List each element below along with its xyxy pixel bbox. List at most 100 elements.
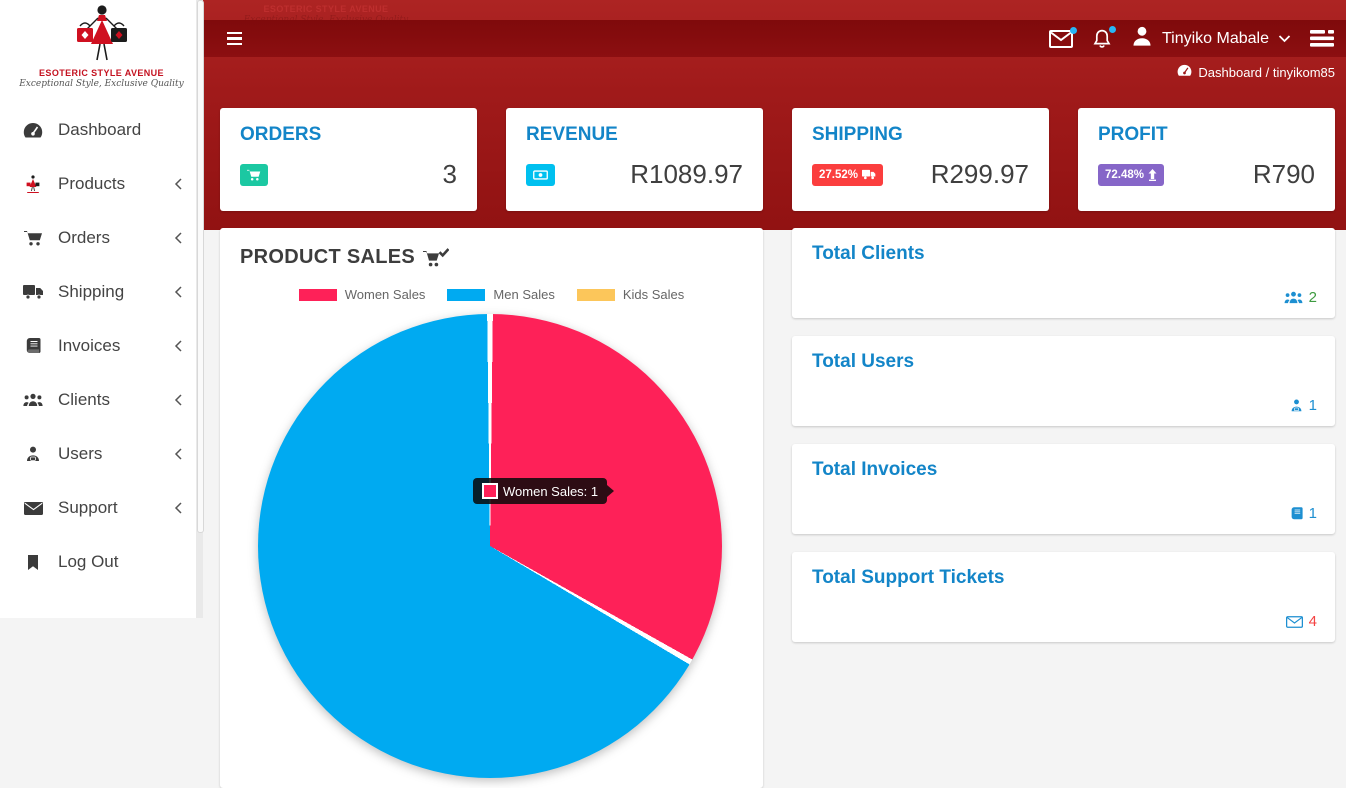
total-support-tickets-card: Total Support Tickets 4: [792, 552, 1335, 642]
total-users-card: Total Users 1: [792, 336, 1335, 426]
sidebar-item-label: Products: [58, 174, 126, 193]
legend-item-women[interactable]: Women Sales: [298, 287, 426, 302]
banknote-icon: [533, 169, 548, 180]
chevron-left-icon: [174, 339, 183, 353]
stat-value: 3: [442, 159, 457, 189]
legend-label: Kids Sales: [622, 287, 685, 302]
book-icon: [1291, 506, 1303, 521]
stat-value: R299.97: [930, 159, 1029, 189]
orders-badge: [240, 163, 268, 186]
sidebar: ESOTERIC STYLE AVENUE Exceptional Style,…: [0, 0, 204, 618]
sidebar-item-label: Invoices: [58, 336, 121, 355]
tooltip-text: Women Sales: 1: [503, 483, 599, 499]
user-icon: [20, 446, 46, 462]
sidebar-nav: Dashboard Products Orders Shi: [0, 103, 203, 589]
sidebar-item-orders[interactable]: Orders: [0, 211, 203, 265]
breadcrumb-text: Dashboard / tinyikom85: [1198, 65, 1335, 80]
legend-label: Men Sales: [493, 287, 555, 302]
total-invoices-card: Total Invoices 1: [792, 444, 1335, 534]
stat-title: ORDERS: [240, 124, 322, 145]
stat-card-profit: PROFIT 72.48% R790: [1078, 108, 1335, 211]
total-value: 4: [1308, 613, 1317, 630]
total-value: 1: [1308, 505, 1317, 522]
stat-title: PROFIT: [1098, 124, 1168, 145]
total-value: 2: [1308, 289, 1317, 306]
dashboard-icon: [20, 122, 46, 139]
stats-row: ORDERS 3 REVENUE R1089.97: [220, 108, 1335, 211]
stat-card-orders: ORDERS 3: [220, 108, 477, 211]
total-title: Total Clients: [812, 243, 925, 264]
chart-tooltip: Women Sales: 1: [473, 478, 615, 504]
pie-chart[interactable]: [258, 314, 722, 778]
totals-column: Total Clients 2 Total Users: [792, 228, 1335, 788]
sidebar-item-support[interactable]: Support: [0, 481, 203, 535]
level-up-icon: [1148, 168, 1157, 181]
scrollbar-thumb[interactable]: [197, 0, 204, 534]
sidebar-item-dashboard[interactable]: Dashboard: [0, 103, 203, 157]
total-clients-card: Total Clients 2: [792, 228, 1335, 318]
stat-value: R1089.97: [630, 159, 743, 189]
hamburger-menu-icon[interactable]: [227, 31, 242, 46]
sidebar-item-label: Orders: [58, 228, 110, 247]
legend-item-kids[interactable]: Kids Sales: [576, 287, 685, 302]
chevron-left-icon: [174, 393, 183, 407]
control-sidebar-toggle-icon[interactable]: [1310, 30, 1334, 47]
tooltip-caret: [607, 485, 615, 497]
chevron-down-icon: [1278, 30, 1291, 48]
product-sales-chart-card: PRODUCT SALES Women Sales Men Sales: [220, 228, 763, 788]
chevron-left-icon: [174, 501, 183, 515]
sidebar-scrollbar[interactable]: [196, 0, 204, 618]
stat-value: R790: [1252, 159, 1315, 189]
envelope-icon: [1285, 615, 1303, 628]
tooltip-color-key: [482, 483, 498, 499]
sidebar-item-logout[interactable]: Log Out: [0, 535, 203, 589]
truck-icon: [20, 284, 46, 300]
stat-title: SHIPPING: [812, 124, 903, 145]
brand-figure-icon: [76, 5, 127, 61]
brand-name: ESOTERIC STYLE AVENUE: [263, 4, 389, 14]
sidebar-item-label: Users: [58, 444, 103, 463]
chevron-left-icon: [174, 177, 183, 191]
brand-tagline: Exceptional Style, Exclusive Quality: [19, 79, 184, 89]
main-area: ESOTERIC STYLE AVENUE Exceptional Style,…: [203, 0, 1346, 788]
users-group-icon: [1284, 291, 1303, 304]
total-value: 1: [1308, 397, 1317, 414]
legend-label: Women Sales: [344, 287, 426, 302]
user-name: Tinyiko Mabale: [1161, 29, 1269, 47]
revenue-badge: [526, 163, 555, 186]
sidebar-item-shipping[interactable]: Shipping: [0, 265, 203, 319]
sidebar-item-label: Log Out: [58, 552, 119, 571]
legend-swatch: [447, 288, 486, 301]
truck-icon: [862, 169, 876, 180]
messages-icon[interactable]: [1048, 26, 1077, 48]
user-menu[interactable]: Tinyiko Mabale: [1131, 25, 1291, 52]
sidebar-item-users[interactable]: Users: [0, 427, 203, 481]
sidebar-item-invoices[interactable]: Invoices: [0, 319, 203, 373]
sidebar-item-label: Dashboard: [58, 120, 142, 139]
sidebar-item-clients[interactable]: Clients: [0, 373, 203, 427]
user-avatar-icon: [1131, 25, 1153, 52]
chevron-left-icon: [174, 285, 183, 299]
total-title: Total Users: [812, 351, 915, 372]
stat-card-revenue: REVENUE R1089.97: [506, 108, 763, 211]
sidebar-item-products[interactable]: Products: [0, 157, 203, 211]
sidebar-item-label: Clients: [58, 390, 110, 409]
breadcrumb[interactable]: Dashboard / tinyikom85: [203, 57, 1346, 88]
brand-name: ESOTERIC STYLE AVENUE: [39, 68, 164, 78]
users-group-icon: [20, 393, 46, 407]
bookmark-icon: [20, 554, 46, 570]
dashboard-icon: [1177, 64, 1192, 82]
envelope-icon: [20, 501, 46, 515]
notifications-bell-icon[interactable]: [1092, 25, 1116, 49]
cart-icon: [247, 169, 261, 181]
total-title: Total Support Tickets: [812, 567, 1005, 588]
legend-swatch: [576, 288, 615, 301]
shipping-badge: 27.52%: [812, 163, 884, 186]
legend-swatch: [298, 288, 337, 301]
top-navbar: Tinyiko Mabale: [203, 20, 1346, 57]
chart-title: PRODUCT SALES: [240, 246, 416, 268]
legend-item-men[interactable]: Men Sales: [447, 287, 555, 302]
chart-legend: Women Sales Men Sales Kids Sales: [240, 287, 743, 302]
cart-check-icon: [423, 248, 450, 267]
stat-card-shipping: SHIPPING 27.52% R299.97: [792, 108, 1049, 211]
